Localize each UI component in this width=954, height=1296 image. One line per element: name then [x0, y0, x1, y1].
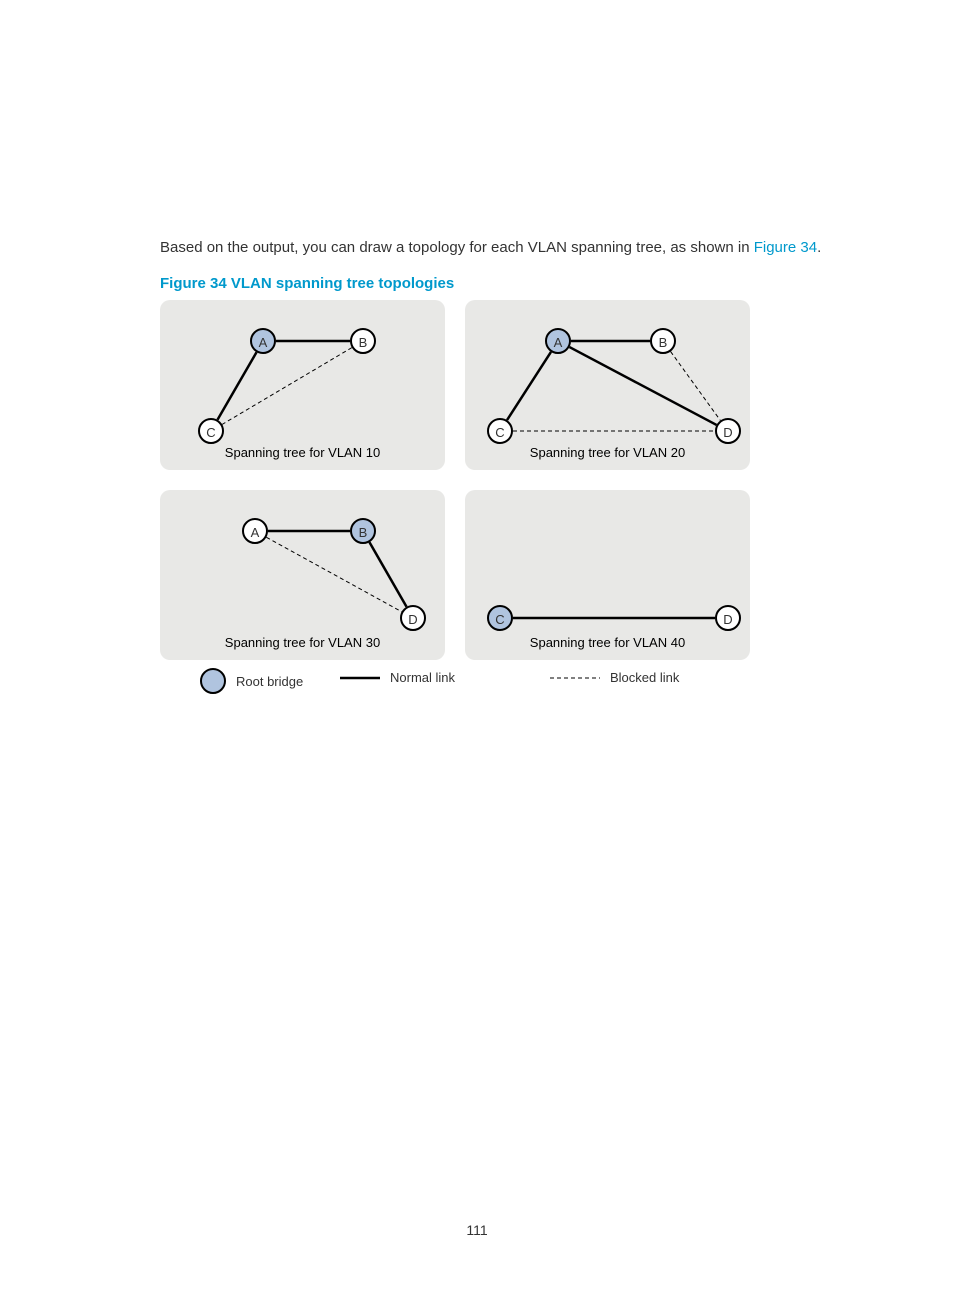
node-C: C [198, 418, 224, 444]
node-A: A [545, 328, 571, 354]
panel-links [160, 300, 445, 470]
intro-text-prefix: Based on the output, you can draw a topo… [160, 239, 754, 256]
panel-vlan30: ABDSpanning tree for VLAN 30 [160, 490, 445, 660]
normal-link-icon [340, 671, 380, 685]
panel-links [465, 490, 750, 660]
node-C: C [487, 605, 513, 631]
legend-blocked-link-label: Blocked link [610, 670, 679, 685]
panel-links [160, 490, 445, 660]
node-D: D [715, 418, 741, 444]
edge-B-D [671, 352, 721, 421]
figure-caption: Figure 34 VLAN spanning tree topologies [160, 275, 454, 292]
figure-reference-link[interactable]: Figure 34 [754, 239, 817, 256]
node-B: B [650, 328, 676, 354]
edge-A-D [569, 347, 716, 425]
panel-links [465, 300, 750, 470]
edge-A-C [507, 352, 551, 420]
node-B: B [350, 518, 376, 544]
page: Based on the output, you can draw a topo… [0, 0, 954, 1296]
page-number: 111 [0, 1222, 954, 1238]
panel-vlan40: CDSpanning tree for VLAN 40 [465, 490, 750, 660]
edge-A-D [266, 537, 401, 611]
node-C: C [487, 418, 513, 444]
edge-B-D [369, 542, 406, 606]
node-A: A [250, 328, 276, 354]
legend-root-bridge-label: Root bridge [236, 674, 303, 689]
node-D: D [400, 605, 426, 631]
legend-root-bridge: Root bridge [200, 668, 303, 694]
blocked-link-icon [550, 671, 600, 685]
panel-vlan10: ABCSpanning tree for VLAN 10 [160, 300, 445, 470]
legend-blocked-link: Blocked link [550, 670, 679, 685]
edge-A-C [218, 352, 257, 419]
legend: Root bridge Normal link Blocked link [160, 662, 750, 702]
node-B: B [350, 328, 376, 354]
edge-B-C [222, 348, 352, 425]
panel-vlan20: ABCDSpanning tree for VLAN 20 [465, 300, 750, 470]
intro-paragraph: Based on the output, you can draw a topo… [160, 237, 860, 258]
node-D: D [715, 605, 741, 631]
node-A: A [242, 518, 268, 544]
root-bridge-icon [200, 668, 226, 694]
legend-normal-link-label: Normal link [390, 670, 455, 685]
legend-normal-link: Normal link [340, 670, 455, 685]
intro-text-suffix: . [817, 239, 821, 256]
